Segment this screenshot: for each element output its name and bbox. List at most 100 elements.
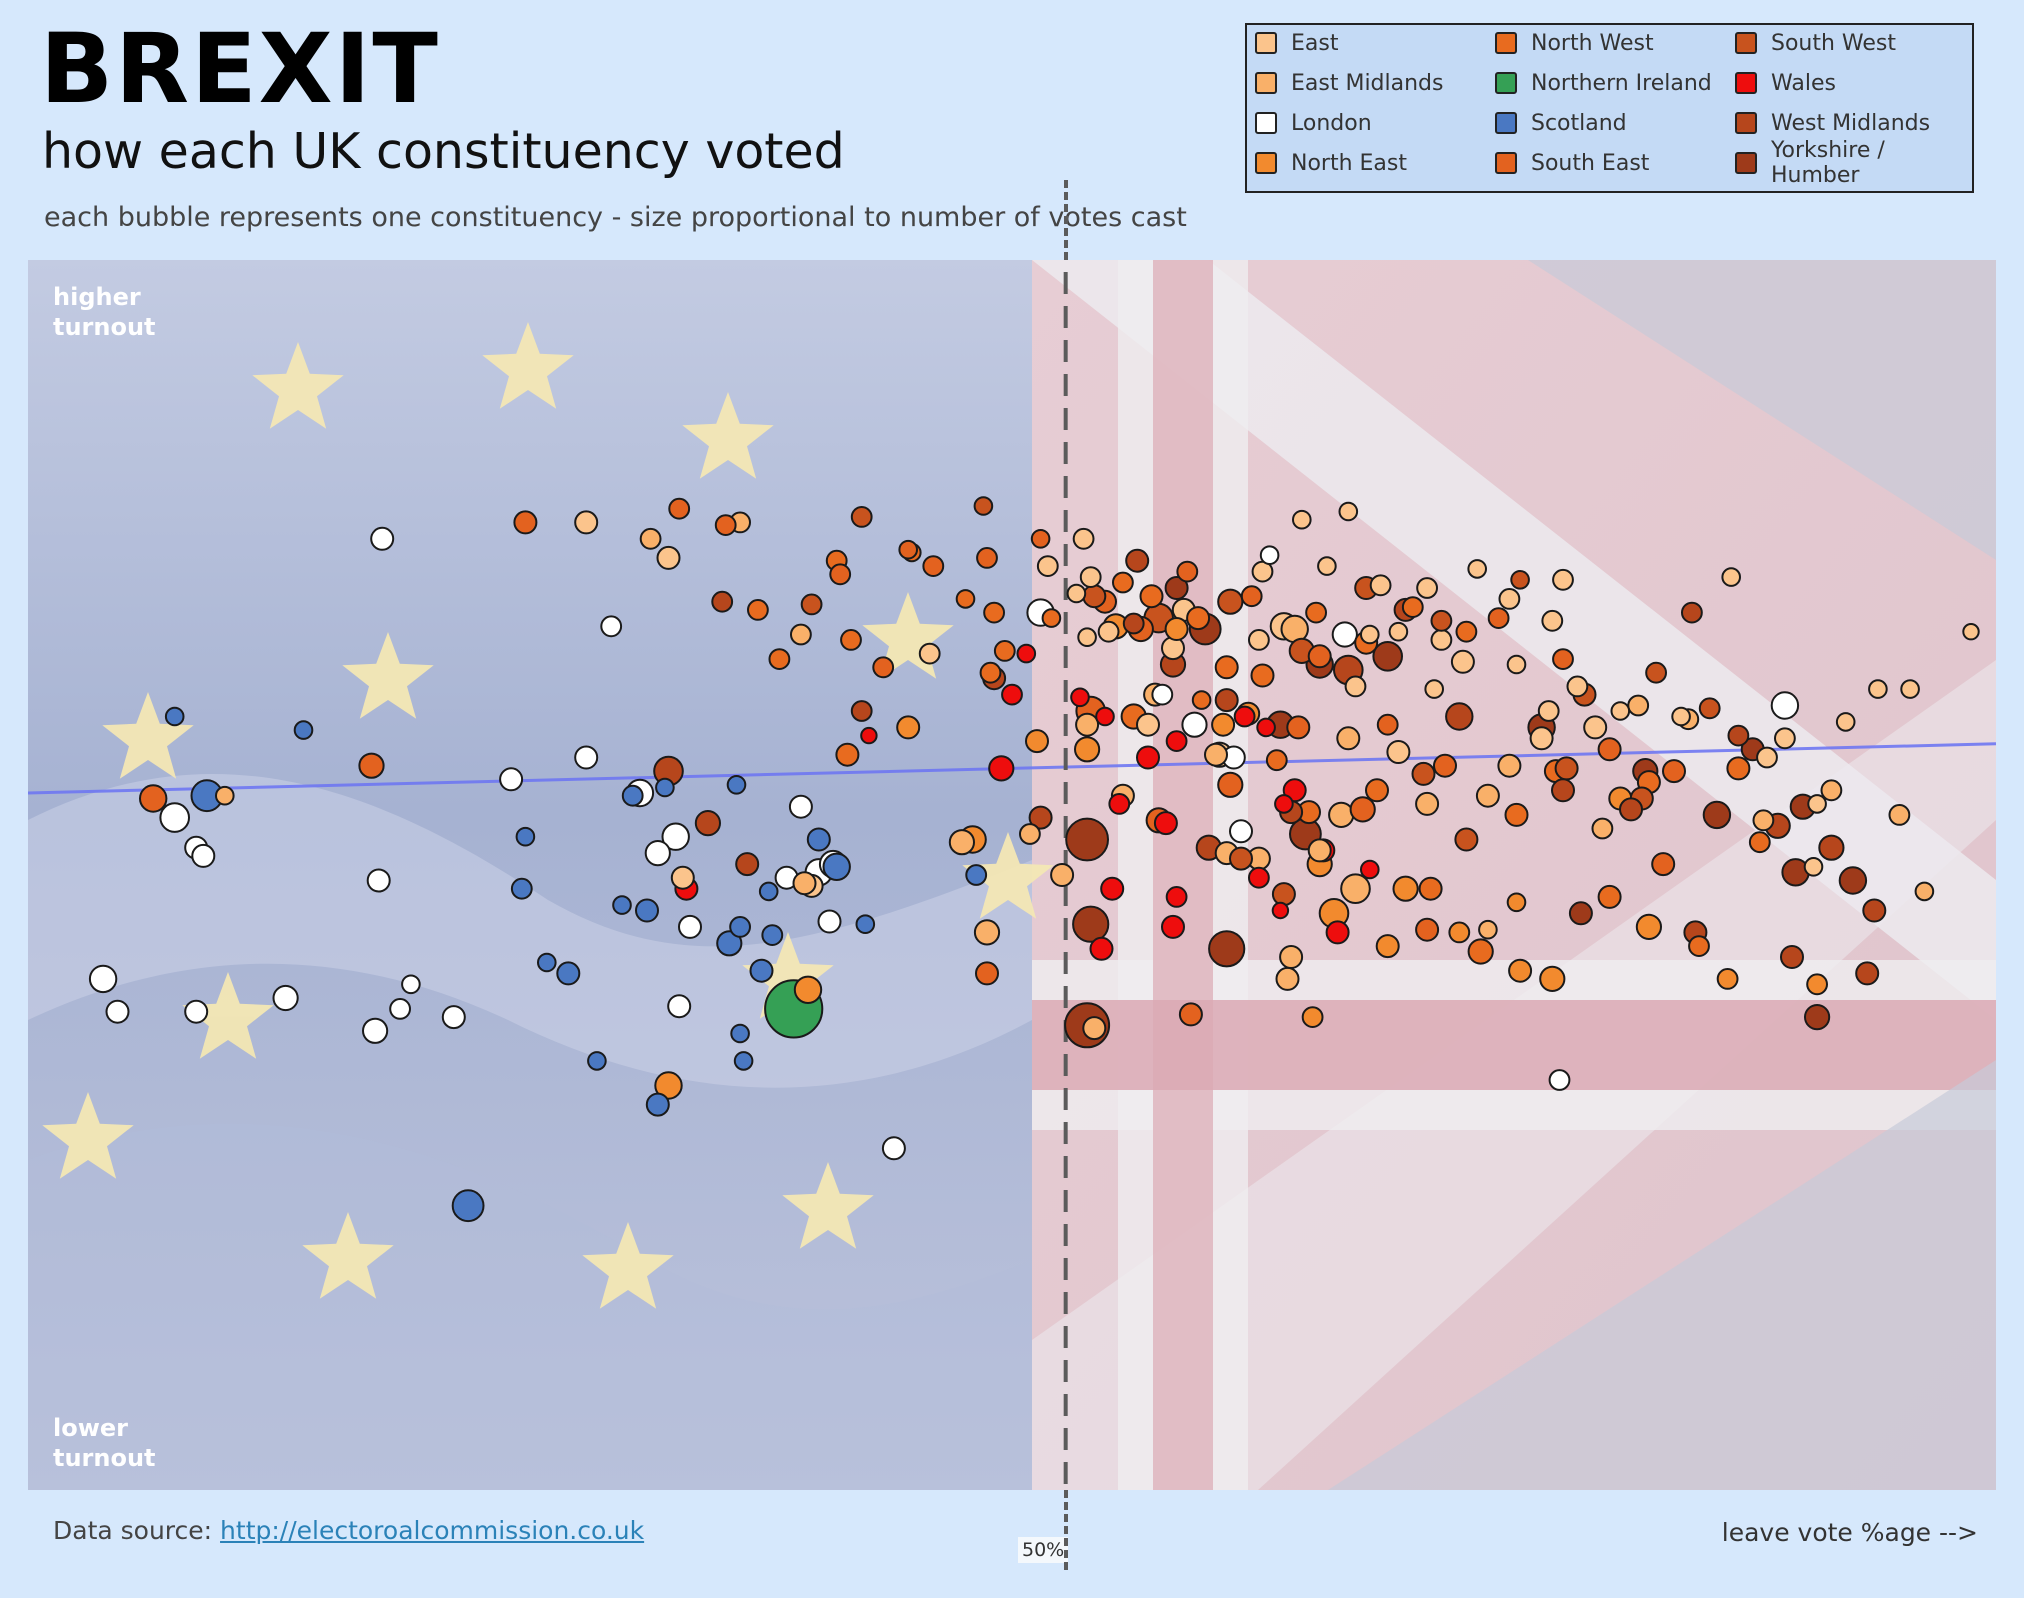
constituency-bubble[interactable] [1914, 881, 1935, 902]
constituency-bubble[interactable] [1568, 901, 1593, 926]
constituency-bubble[interactable] [1591, 817, 1614, 840]
constituency-bubble[interactable] [656, 545, 681, 570]
constituency-bubble[interactable] [1597, 737, 1622, 762]
constituency-bubble[interactable] [1418, 876, 1443, 901]
constituency-bubble[interactable] [726, 775, 747, 795]
constituency-bubble[interactable] [973, 496, 994, 516]
constituency-bubble[interactable] [1445, 702, 1474, 731]
constituency-bubble[interactable] [370, 526, 395, 551]
constituency-bubble[interactable] [1868, 679, 1888, 699]
constituency-bubble[interactable] [1214, 655, 1239, 680]
constituency-bubble[interactable] [1392, 875, 1419, 902]
constituency-bubble[interactable] [835, 742, 860, 767]
constituency-bubble[interactable] [1467, 938, 1494, 965]
constituency-bubble[interactable] [1820, 779, 1843, 802]
constituency-bubble[interactable] [645, 1092, 670, 1117]
constituency-bubble[interactable] [1317, 556, 1337, 576]
constituency-bubble[interactable] [670, 865, 695, 890]
constituency-bubble[interactable] [790, 623, 812, 646]
constituency-bubble[interactable] [1136, 745, 1160, 770]
constituency-bubble[interactable] [1274, 794, 1294, 814]
constituency-bubble[interactable] [215, 785, 235, 806]
constituency-bubble[interactable] [510, 877, 533, 900]
constituency-bubble[interactable] [1248, 866, 1270, 889]
constituency-bubble[interactable] [1803, 857, 1824, 877]
constituency-bubble[interactable] [1325, 920, 1350, 945]
constituency-bubble[interactable] [1186, 606, 1211, 631]
constituency-bubble[interactable] [1153, 811, 1178, 836]
constituency-bubble[interactable] [761, 924, 784, 946]
constituency-bubble[interactable] [1077, 627, 1097, 648]
constituency-bubble[interactable] [1344, 675, 1367, 698]
constituency-bubble[interactable] [678, 914, 702, 939]
constituency-bubble[interactable] [1702, 800, 1732, 830]
constituency-bubble[interactable] [1416, 577, 1438, 599]
constituency-bubble[interactable] [1161, 914, 1185, 939]
constituency-bubble[interactable] [451, 1189, 485, 1223]
constituency-bubble[interactable] [1036, 555, 1059, 578]
constituency-bubble[interactable] [979, 661, 1002, 684]
constituency-bubble[interactable] [159, 802, 190, 833]
constituency-bubble[interactable] [667, 994, 692, 1019]
constituency-bubble[interactable] [988, 755, 1015, 782]
constituency-bubble[interactable] [587, 1051, 607, 1071]
constituency-bubble[interactable] [164, 706, 185, 727]
constituency-bubble[interactable] [1360, 859, 1380, 880]
constituency-bubble[interactable] [515, 826, 536, 847]
constituency-bubble[interactable] [1229, 846, 1253, 871]
constituency-bubble[interactable] [1204, 742, 1228, 767]
constituency-bubble[interactable] [729, 916, 751, 938]
constituency-bubble[interactable] [1498, 588, 1521, 610]
constituency-bubble[interactable] [922, 555, 945, 578]
constituency-bubble[interactable] [1181, 711, 1208, 738]
constituency-bubble[interactable] [1075, 712, 1100, 737]
constituency-bubble[interactable] [1681, 601, 1703, 624]
constituency-bubble[interactable] [1748, 831, 1771, 854]
constituency-bubble[interactable] [1726, 756, 1751, 781]
constituency-bubble[interactable] [1338, 501, 1359, 522]
constituency-bubble[interactable] [1566, 675, 1589, 698]
constituency-bubble[interactable] [1229, 819, 1253, 844]
constituency-bubble[interactable] [1583, 715, 1608, 740]
constituency-bubble[interactable] [1095, 706, 1115, 727]
constituency-bubble[interactable] [105, 999, 130, 1024]
constituency-bubble[interactable] [191, 843, 216, 868]
constituency-bubble[interactable] [1025, 729, 1049, 754]
constituency-bubble[interactable] [441, 1005, 466, 1030]
constituency-bubble[interactable] [1411, 761, 1436, 786]
constituency-bubble[interactable] [1448, 921, 1471, 944]
constituency-bubble[interactable] [1041, 608, 1062, 628]
constituency-bubble[interactable] [714, 514, 737, 537]
constituency-bubble[interactable] [840, 629, 862, 651]
constituency-bubble[interactable] [1265, 749, 1288, 772]
constituency-bubble[interactable] [1537, 700, 1560, 722]
constituency-bubble[interactable] [1151, 683, 1174, 706]
constituency-bubble[interactable] [1450, 649, 1475, 674]
constituency-bubble[interactable] [1217, 588, 1244, 615]
constituency-bubble[interactable] [1100, 876, 1125, 901]
constituency-bubble[interactable] [1619, 797, 1643, 822]
constituency-bubble[interactable] [513, 510, 538, 535]
constituency-bubble[interactable] [358, 752, 385, 779]
constituency-bubble[interactable] [1176, 560, 1199, 583]
constituency-bubble[interactable] [1770, 691, 1800, 720]
constituency-bubble[interactable] [1401, 596, 1424, 619]
constituency-bubble[interactable] [711, 590, 734, 613]
constituency-bubble[interactable] [948, 829, 976, 856]
constituency-bubble[interactable] [1136, 712, 1160, 737]
constituency-bubble[interactable] [635, 898, 659, 923]
constituency-bubble[interactable] [694, 810, 722, 837]
constituency-bubble[interactable] [1275, 966, 1300, 991]
constituency-bubble[interactable] [1072, 527, 1095, 550]
constituency-bubble[interactable] [574, 510, 599, 535]
constituency-bubble[interactable] [1475, 783, 1500, 808]
constituency-bubble[interactable] [1307, 838, 1332, 863]
constituency-bubble[interactable] [1478, 919, 1498, 940]
constituency-bubble[interactable] [1721, 567, 1741, 587]
constituency-bubble[interactable] [1292, 509, 1312, 530]
constituency-bubble[interactable] [955, 589, 976, 609]
constituency-bubble[interactable] [621, 784, 644, 807]
constituency-bubble[interactable] [1139, 584, 1164, 609]
constituency-bubble[interactable] [1028, 805, 1053, 830]
constituency-bubble[interactable] [1164, 617, 1189, 641]
